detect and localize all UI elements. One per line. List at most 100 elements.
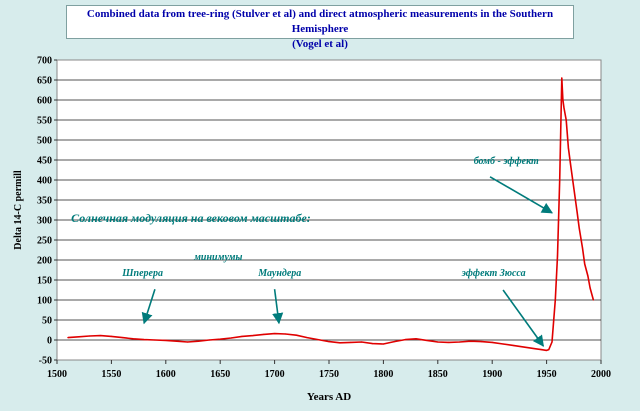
series-point (563, 107, 565, 109)
series-point (513, 345, 515, 347)
series-point (524, 346, 526, 348)
annotation-arrow (141, 288, 156, 325)
x-tick-label: 1800 (373, 369, 393, 380)
x-tick-label: 1900 (482, 369, 502, 380)
series-point (535, 348, 537, 350)
series-point (328, 341, 330, 343)
annotation-text: минимумы (193, 252, 242, 263)
x-tick-label: 1650 (210, 369, 230, 380)
series-point (208, 339, 210, 341)
y-tick-label: 600 (37, 96, 52, 107)
series-point (556, 255, 559, 257)
series-point (592, 299, 594, 301)
series-point (581, 247, 584, 249)
series-point (165, 339, 167, 341)
series-point (176, 340, 178, 342)
series-point (589, 287, 591, 289)
series-point (78, 336, 80, 338)
series-point (274, 333, 276, 335)
y-tick-label: 450 (37, 156, 52, 167)
series-point (458, 341, 461, 343)
plot-area (56, 59, 602, 361)
series-point (562, 99, 564, 101)
annotation-arrow (502, 289, 544, 347)
annotation-group: Солнечная модуляция на вековом масштабе:… (71, 156, 539, 279)
series-point (186, 341, 189, 343)
series-point (284, 333, 287, 335)
series-point (569, 163, 572, 165)
series-point (295, 334, 297, 336)
series-point (426, 339, 428, 341)
series-point (551, 341, 553, 343)
x-tick-label: 1950 (537, 369, 557, 380)
series-point (121, 337, 123, 339)
series-point (469, 340, 472, 342)
series-point (573, 187, 575, 189)
series-point (67, 337, 69, 339)
series-point (361, 341, 363, 343)
y-axis-label: Delta 14-C permill (13, 170, 24, 250)
chart-title-line2: (Vogel et al) (292, 38, 348, 50)
y-tick-label: 200 (37, 256, 52, 267)
series-point (480, 341, 482, 343)
y-tick-label: 650 (37, 76, 52, 87)
x-tick-label: 1600 (156, 369, 176, 380)
x-tick-label: 1500 (47, 369, 67, 380)
series-point (584, 263, 586, 265)
y-tick-label: 150 (37, 276, 52, 287)
arrow-group (141, 176, 554, 347)
grid-lines (57, 79, 601, 341)
x-tick-label: 2000 (591, 369, 611, 380)
series-point (339, 342, 341, 344)
y-tick-label: 400 (37, 176, 52, 187)
series-point (99, 335, 102, 337)
series-point (415, 338, 417, 340)
y-tick-label: 0 (47, 336, 52, 347)
series-point (382, 343, 384, 345)
annotation-text: Шперера (121, 268, 163, 279)
x-axis-label: Years AD (307, 391, 351, 403)
series-point (491, 341, 493, 343)
series-point (154, 339, 156, 341)
y-tick-label: 100 (37, 296, 52, 307)
series-point (230, 337, 232, 339)
annotation-text: Маундера (257, 268, 301, 279)
series-point (437, 341, 439, 343)
series-point (546, 349, 548, 351)
y-tick-label: 550 (37, 116, 52, 127)
annotation-arrow (272, 289, 284, 325)
series-point (567, 147, 569, 149)
series-point (587, 275, 589, 277)
chart-title-line1: Combined data from tree-ring (Stulver et… (86, 8, 554, 35)
series-point (371, 343, 374, 345)
series-point (143, 339, 145, 341)
series-point (554, 299, 556, 301)
series-point (548, 349, 550, 351)
annotation-text: эффект Зюсса (461, 268, 526, 279)
series-point (540, 349, 542, 351)
series-point (132, 338, 134, 340)
y-tick-label: 250 (37, 236, 52, 247)
annotation-text: Солнечная модуляция на вековом масштабе: (71, 211, 311, 225)
annotation-text: бомб - эффект (474, 156, 539, 167)
chart-title-box: Combined data from tree-ring (Stulver et… (66, 5, 574, 50)
y-tick-label: 500 (37, 136, 52, 147)
series-point (263, 333, 265, 335)
series-point (578, 227, 580, 229)
series-point (393, 341, 395, 343)
series-point (317, 339, 319, 341)
x-tick-label: 1850 (428, 369, 448, 380)
series-line (67, 77, 595, 352)
series-point (502, 343, 504, 345)
series-point (576, 211, 578, 213)
series-point (560, 131, 562, 133)
tick-labels: -50 0 50 100 150 200 250 300 350 400 450 500 550 600 6… (37, 56, 611, 381)
series-point (241, 335, 243, 337)
y-tick-label: 50 (42, 316, 52, 327)
series-point (350, 341, 352, 343)
series-point (306, 337, 308, 339)
series-point (197, 340, 200, 342)
series-point (559, 179, 561, 181)
series-group (67, 77, 595, 352)
